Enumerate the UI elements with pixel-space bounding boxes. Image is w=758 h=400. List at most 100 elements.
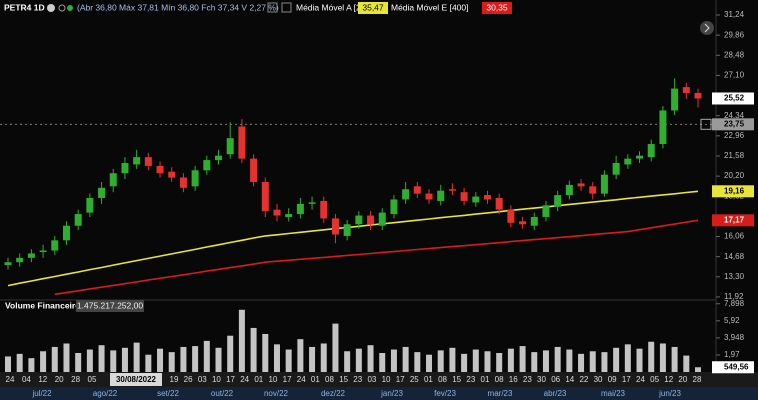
y-tick-label: 31,24 [724, 10, 745, 19]
volume-bar [659, 343, 666, 372]
candle-body [647, 144, 655, 158]
x-tick-label: 17 [226, 375, 235, 384]
volume-bar [379, 352, 386, 372]
candle-body [600, 174, 608, 194]
x-tick-label: 01 [481, 375, 490, 384]
volume-bar [28, 358, 35, 372]
candle-body [250, 158, 258, 182]
add-icon[interactable] [281, 2, 292, 13]
y-tick-label: 1,97 [724, 350, 740, 359]
volume-bar [332, 323, 339, 372]
volume-bar [51, 346, 58, 372]
ohlc-text: (Abr 36,80 Máx 37,81 Mín 36,80 Fch 37,34… [77, 2, 279, 12]
last-price: 25,52 [724, 94, 745, 103]
candle-body [4, 262, 12, 266]
y-tick-label: 13,30 [724, 272, 745, 281]
ma-last-value-box [712, 214, 754, 227]
candle-body [16, 257, 24, 263]
ma-last-value: 19,16 [724, 186, 745, 195]
candle-body [483, 195, 491, 200]
volume-bar [121, 347, 128, 372]
volume-bar [390, 349, 397, 372]
x-tick-label: 05 [650, 375, 659, 384]
x-tick-label: 10 [268, 375, 277, 384]
candle-body [296, 203, 304, 215]
x-month-label: dez/22 [321, 389, 346, 398]
x-month-label: nov/22 [264, 389, 289, 398]
x-tick-label: 01 [254, 375, 263, 384]
volume-bar [578, 353, 585, 372]
x-tick-label: 24 [636, 375, 645, 384]
x-tick-label: 04 [22, 375, 31, 384]
volume-bar [624, 344, 631, 372]
x-tick-label: 08 [438, 375, 447, 384]
volume-bar [648, 341, 655, 372]
volume-bar [484, 351, 491, 372]
volume-bar [507, 348, 514, 372]
candle-body [191, 170, 199, 187]
candle-body [671, 88, 679, 111]
legend-value-box [482, 2, 512, 14]
candle-body [495, 198, 503, 210]
month-axis-band [0, 387, 758, 400]
candle-body [694, 92, 702, 99]
volume-bar [110, 350, 117, 372]
crosshair-date-box [110, 373, 162, 386]
crosshair-price-box [712, 118, 754, 131]
candle-body [589, 186, 597, 194]
x-tick-label: 09 [608, 375, 617, 384]
candle-body [203, 160, 211, 171]
x-tick-label: 28 [71, 375, 80, 384]
x-tick-label: 12 [664, 375, 673, 384]
volume-bar [367, 345, 374, 372]
moving-average-line [7, 190, 699, 287]
x-tick-label: 12 [38, 375, 47, 384]
y-tick-label: 7,898 [724, 299, 745, 308]
settings-icon[interactable] [58, 4, 66, 12]
candle-body [565, 184, 573, 196]
volume-bar [496, 352, 503, 372]
x-tick-label: 20 [55, 375, 64, 384]
volume-bar [309, 346, 316, 372]
add-icon[interactable] [267, 2, 278, 13]
crosshair-price: 23,75 [724, 119, 745, 128]
candle-body [425, 193, 433, 200]
x-tick-label: 08 [495, 375, 504, 384]
candle-body [624, 158, 632, 165]
scroll-button[interactable] [700, 21, 714, 35]
candle-body [215, 155, 223, 161]
candle-body [121, 162, 129, 174]
volume-bar [227, 335, 234, 372]
volume-bar [262, 333, 269, 372]
x-tick-label: 03 [367, 375, 376, 384]
x-month-label: jan/23 [380, 389, 403, 398]
moving-average-line [54, 219, 699, 296]
y-tick-label: 3,948 [724, 333, 745, 342]
candle-body [682, 87, 690, 93]
candle-body [308, 202, 316, 204]
y-tick-label: 16,06 [724, 232, 745, 241]
y-tick-label: 28,48 [724, 50, 745, 59]
volume-bar [695, 367, 701, 372]
x-tick-label: 03 [198, 375, 207, 384]
candle-body [98, 187, 106, 199]
x-tick-label: 24 [6, 375, 15, 384]
candle-body [144, 157, 152, 166]
candle-body [355, 215, 363, 225]
volume-last-value-box [712, 361, 754, 374]
volume-total-box [76, 300, 144, 312]
candle-body [343, 224, 351, 236]
x-tick-label: 24 [240, 375, 249, 384]
volume-total: 1.475.217.252,00 [77, 300, 143, 310]
candle-body [554, 195, 562, 207]
candle-body [460, 192, 468, 201]
day-axis-band [0, 372, 758, 387]
close-icon[interactable] [47, 4, 55, 12]
volume-bar [554, 346, 561, 372]
x-tick-label: 05 [88, 375, 97, 384]
x-tick-label: 23 [466, 375, 475, 384]
volume-bar [238, 309, 245, 372]
candle-body [542, 205, 550, 217]
